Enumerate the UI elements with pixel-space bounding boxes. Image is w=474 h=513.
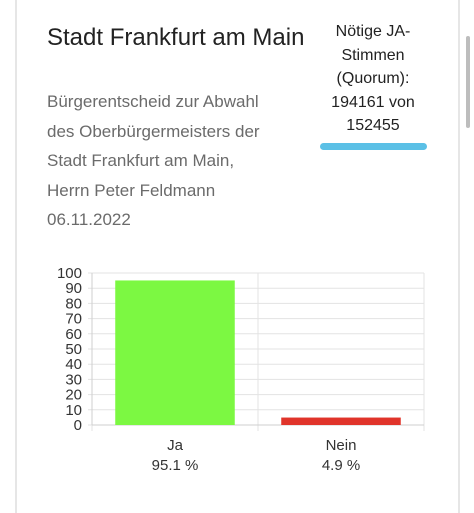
value-label: 4.9 % [322, 457, 360, 474]
y-tick-label: 20 [65, 387, 82, 404]
y-tick-label: 30 [65, 371, 82, 388]
y-tick-label: 10 [65, 402, 82, 419]
quorum-text: Nötige JA- Stimmen (Quorum): 194161 von … [331, 23, 415, 134]
y-tick-label: 0 [74, 417, 82, 434]
y-tick-label: 50 [65, 341, 82, 358]
y-tick-label: 90 [65, 280, 82, 297]
bar-ja [115, 280, 235, 425]
y-tick-label: 100 [57, 265, 82, 282]
card-left-border [15, 0, 17, 513]
y-tick-label: 40 [65, 356, 82, 373]
card-description: Bürgerentscheid zur Abwahl des Oberbürge… [47, 92, 260, 229]
y-tick-label: 60 [65, 326, 82, 343]
category-label: Nein [326, 437, 357, 454]
quorum-underline [320, 143, 427, 150]
card-right-border [458, 0, 460, 513]
bar-nein [281, 417, 401, 425]
category-label: Ja [167, 437, 184, 454]
scrollbar[interactable] [466, 36, 470, 128]
card-title: Stadt Frankfurt am Main [47, 24, 305, 51]
y-tick-label: 70 [65, 311, 82, 328]
y-tick-label: 80 [65, 295, 82, 312]
value-label: 95.1 % [152, 457, 199, 474]
